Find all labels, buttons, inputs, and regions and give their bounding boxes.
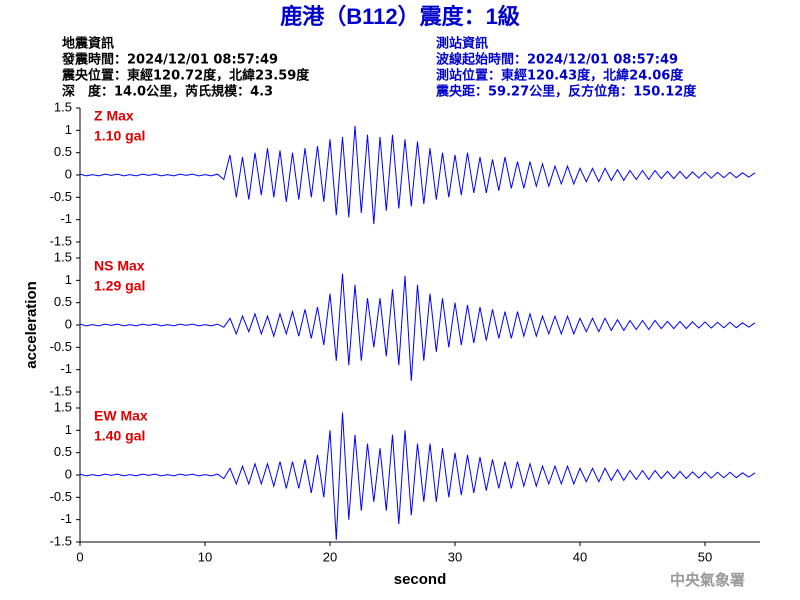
y-tick-label: 0.5 [54,444,72,459]
component-label: NS Max [94,258,145,274]
max-label: 1.10 gal [94,128,145,144]
info-left: 地震資訊 [62,36,114,52]
y-tick-label: 1 [65,122,72,137]
y-tick-label: 1.5 [54,249,72,264]
waveform [79,273,756,381]
title: 鹿港（B112）震度：1級 [280,4,520,29]
y-tick-label: 0 [65,166,72,181]
y-tick-label: 1 [65,272,72,287]
x-tick-label: 30 [448,549,462,564]
y-tick-label: -1 [60,361,72,376]
waveform [79,412,756,540]
y-tick-label: -1.5 [50,233,72,248]
y-tick-label: -1 [60,211,72,226]
y-tick-label: -1.5 [50,383,72,398]
y-tick-label: -0.5 [50,339,72,354]
info-right: 測站位置：東經120.43度，北緯24.06度 [436,68,684,84]
x-tick-label: 10 [198,549,212,564]
y-tick-label: -0.5 [50,189,72,204]
y-tick-label: 0 [65,316,72,331]
x-tick-label: 20 [323,549,337,564]
y-tick-label: 0.5 [54,294,72,309]
y-tick-label: 1 [65,422,72,437]
y-axis-label: acceleration [23,281,40,369]
max-label: 1.29 gal [94,278,145,294]
x-tick-label: 50 [698,549,712,564]
info-right: 波線起始時間：2024/12/01 08:57:49 [436,52,678,68]
info-left: 震央位置：東經120.72度，北緯23.59度 [61,68,310,84]
component-label: EW Max [94,408,148,424]
info-right: 測站資訊 [436,36,488,52]
y-tick-label: -1.5 [50,533,72,548]
y-tick-label: -0.5 [50,489,72,504]
max-label: 1.40 gal [94,428,145,444]
info-right: 震央距：59.27公里，反方位角：150.12度 [435,84,697,100]
x-tick-label: 40 [573,549,587,564]
y-tick-label: 0 [65,466,72,481]
waveform [79,125,756,225]
component-label: Z Max [94,108,134,124]
y-tick-label: 1.5 [54,399,72,414]
x-tick-label: 0 [76,549,83,564]
info-left: 深 度：14.0公里，芮氏規模：4.3 [62,84,273,100]
y-tick-label: -1 [60,511,72,526]
y-tick-label: 0.5 [54,144,72,159]
info-left: 發震時間：2024/12/01 08:57:49 [61,52,278,68]
y-tick-label: 1.5 [54,99,72,114]
watermark: 中央氣象署 [670,571,745,589]
x-axis-label: second [394,571,447,588]
